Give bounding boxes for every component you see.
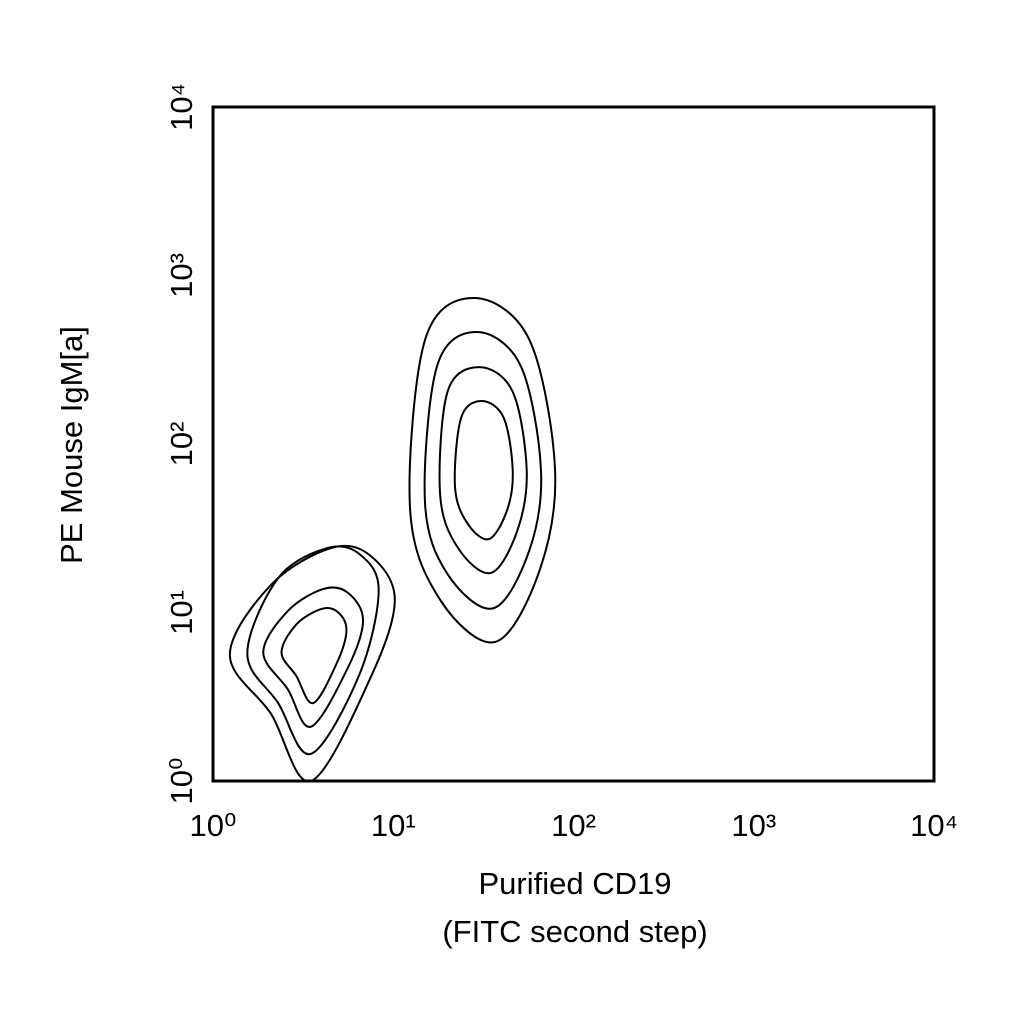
contour-line (438, 366, 528, 575)
contour-line (423, 331, 543, 610)
x-tick-label: 10³ (731, 808, 776, 843)
plot-frame (211, 105, 936, 783)
y-axis-label: PE Mouse IgM[a] (54, 326, 89, 564)
x-tick-label: 10¹ (371, 808, 416, 843)
y-tick-label: 10² (164, 422, 199, 467)
x-tick-label: 10⁰ (190, 808, 237, 843)
x-tick-label: 10⁴ (910, 808, 958, 843)
y-tick-label: 10¹ (164, 590, 199, 635)
y-tick-label: 10⁴ (164, 83, 199, 131)
contour-line (280, 606, 348, 705)
y-tick-label: 10⁰ (164, 758, 199, 805)
contour-line (262, 586, 365, 728)
contour-line (228, 544, 396, 783)
x-tick-label: 10² (551, 808, 596, 843)
contour-line (453, 399, 514, 541)
x-axis-label: (FITC second step) (442, 914, 707, 949)
contour-line (408, 297, 557, 644)
contour-line (246, 545, 380, 755)
x-axis-label: Purified CD19 (479, 866, 672, 901)
y-tick-label: 10³ (164, 253, 199, 298)
